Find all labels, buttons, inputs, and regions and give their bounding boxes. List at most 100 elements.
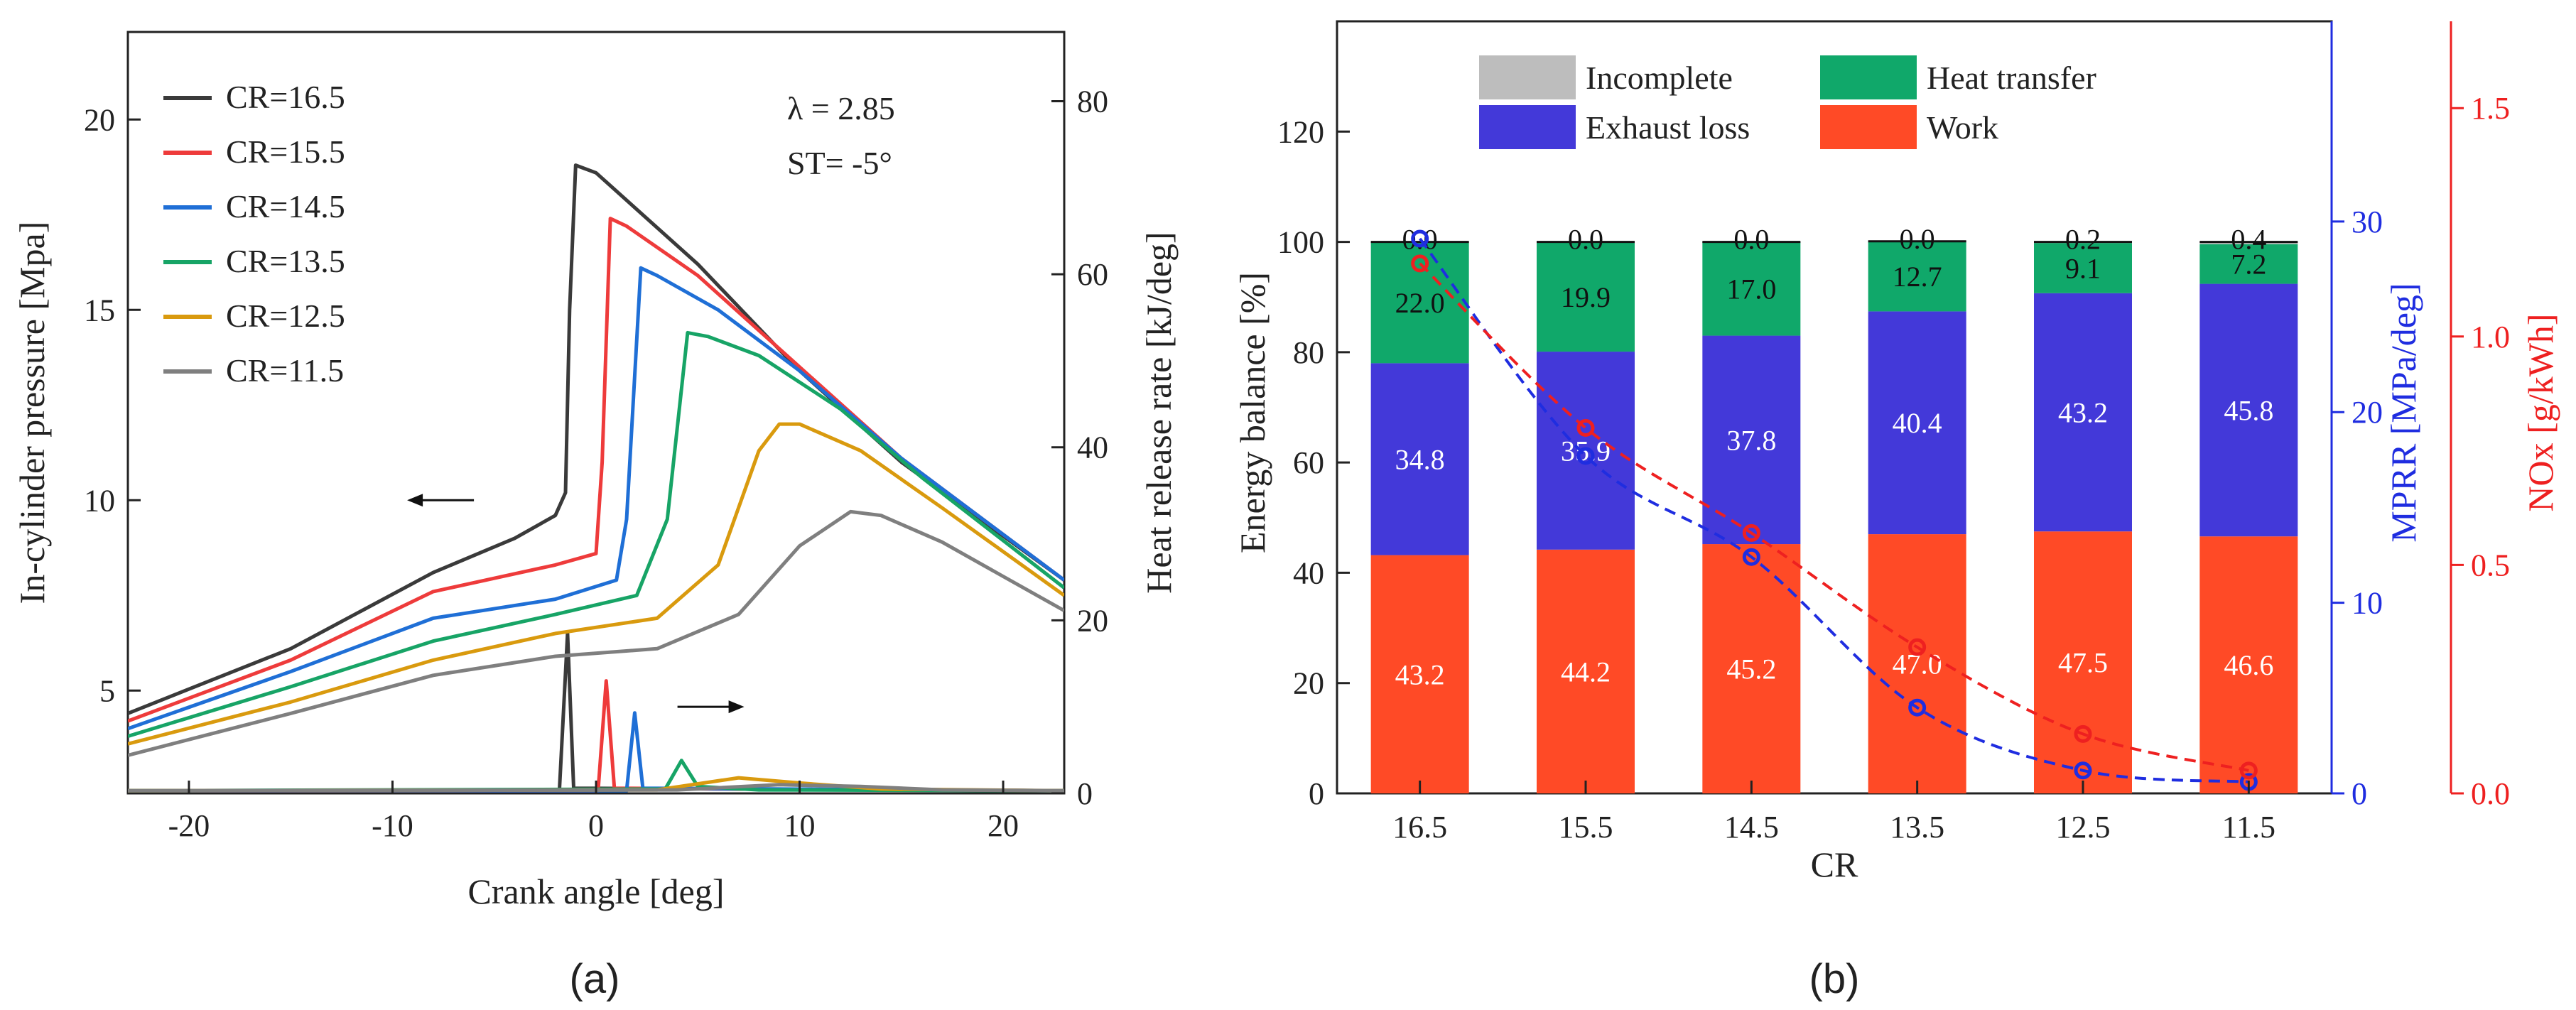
data-label-work: 46.6: [2224, 649, 2273, 681]
data-label-heat-transfer: 12.7: [1893, 261, 1942, 293]
legend-swatch-b: [1820, 105, 1917, 149]
x-tick-label-a: 20: [987, 808, 1019, 843]
bar-segment-work: [1868, 534, 1966, 793]
line-series-a: [128, 163, 1064, 793]
bar-segment-exhaust-loss: [1537, 352, 1635, 550]
x-tick-label-a: -10: [372, 808, 413, 843]
legend-swatch-b: [1479, 105, 1576, 149]
y-tick-label-b: 40: [1293, 555, 1324, 590]
nox-marker: [1411, 254, 1429, 273]
stacked-bars: 43.234.822.00.044.235.919.90.045.237.817…: [1370, 223, 2298, 793]
x-tick-label-b: 13.5: [1890, 810, 1944, 845]
bar-segment-work: [1537, 549, 1635, 793]
bar-segment-work: [2034, 531, 2132, 793]
bar-segment-exhaust-loss: [1702, 335, 1801, 545]
y2-tick-label-a: 20: [1077, 603, 1108, 638]
legend-swatch-b: [1479, 55, 1576, 99]
bar-segment-exhaust-loss: [1370, 363, 1469, 555]
legend-label-a: CR=12.5: [226, 298, 345, 334]
y-axis-label-b: Energy balance [%]: [1233, 272, 1272, 553]
data-label-work: 47.5: [2058, 647, 2108, 679]
nox-tick-label: 1.5: [2471, 91, 2510, 126]
legend-label-b: Exhaust loss: [1586, 109, 1750, 146]
y2-tick-label-a: 60: [1077, 257, 1108, 292]
bar-segment-work: [2199, 536, 2298, 793]
data-label-incomplete: 0.2: [2065, 224, 2101, 256]
heat-release-line-1: [128, 679, 1064, 793]
y-tick-label-b: 120: [1277, 114, 1324, 149]
nox-axis-label: NOx [g/kWh]: [2521, 313, 2560, 511]
y-tick-label-b: 20: [1293, 666, 1324, 701]
mprr-marker: [1908, 698, 1927, 717]
arrow-head-0: [407, 494, 423, 507]
y2-tick-label-a: 80: [1077, 84, 1108, 119]
y2-axis-label-a: Heat release rate [kJ/deg]: [1139, 232, 1179, 593]
nox-marker: [2239, 761, 2258, 780]
x-tick-label-b: 16.5: [1392, 810, 1447, 845]
data-label-exhaust-loss: 43.2: [2058, 396, 2108, 428]
nox-marker: [1742, 523, 1760, 542]
overlay-lines-b: [1411, 229, 2258, 791]
legend-label-a: CR=13.5: [226, 243, 345, 279]
heat-release-line-5: [128, 783, 1064, 793]
y-tick-label-a: 10: [84, 483, 115, 518]
data-label-exhaust-loss: 34.8: [1395, 443, 1445, 475]
data-label-heat-transfer: 7.2: [2231, 249, 2266, 281]
legend-label-b: Incomplete: [1586, 60, 1733, 96]
mprr-tick-label: 20: [2352, 395, 2383, 430]
x-tick-label-a: 10: [784, 808, 816, 843]
panel-a: -20 -10 0 10 20 5 10 15 20 0 20 40 60 80 CR=16.5 CR=15…: [12, 31, 1179, 1002]
x-tick-label-b: 11.5: [2222, 810, 2275, 845]
legend-label-a: CR=16.5: [226, 79, 345, 115]
legend-label-b: Heat transfer: [1927, 60, 2096, 96]
nox-marker: [1576, 418, 1595, 437]
bar-segment-heat-transfer: [1370, 241, 1469, 364]
y2-tick-label-a: 40: [1077, 430, 1108, 465]
y-tick-label-a: 5: [99, 673, 115, 708]
mprr-line: [1419, 237, 2249, 783]
mprr-marker: [1411, 229, 1429, 248]
pressure-line-2: [128, 266, 1064, 731]
x-axis-label-b: CR: [1811, 845, 1858, 884]
data-label-exhaust-loss: 37.8: [1726, 424, 1776, 456]
legend-b: Incomplete Heat transfer Exhaust loss Work: [1479, 55, 2096, 149]
y-tick-label-b: 80: [1293, 335, 1324, 370]
pressure-line-1: [128, 217, 1064, 723]
data-label-heat-transfer: 19.9: [1561, 281, 1611, 313]
bar-segment-heat-transfer: [1537, 241, 1635, 352]
mprr-axis-label: MPRR [MPa/deg]: [2383, 283, 2423, 542]
axis-ticks-a: -20 -10 0 10 20 5 10 15 20 0 20 40 60 80: [84, 84, 1108, 843]
data-label-work: 45.2: [1726, 653, 1776, 685]
y-tick-label-a: 20: [84, 102, 115, 137]
data-label-incomplete: 0.4: [2231, 224, 2266, 256]
bar-segment-exhaust-loss: [2034, 293, 2132, 532]
mprr-marker: [2074, 761, 2092, 780]
data-label-incomplete: 0.0: [1733, 224, 1769, 256]
y-axis-label-a: In-cylinder pressure [Mpa]: [12, 222, 52, 604]
data-label-heat-transfer: 22.0: [1395, 287, 1445, 319]
y2-tick-label-a: 0: [1077, 776, 1093, 811]
legend-label-a: CR=11.5: [226, 352, 344, 389]
y-tick-label-b: 60: [1293, 445, 1324, 480]
bar-segment-incomplete: [2199, 241, 2298, 244]
mprr-marker: [1576, 447, 1595, 465]
y-tick-label-b: 100: [1277, 225, 1324, 260]
bar-segment-heat-transfer: [2034, 243, 2132, 293]
data-label-incomplete: 0.0: [1568, 224, 1603, 256]
bar-segment-heat-transfer: [2199, 244, 2298, 284]
x-tick-label-a: -20: [168, 808, 210, 843]
nox-tick-label: 1.0: [2471, 320, 2510, 354]
data-label-work: 44.2: [1561, 656, 1611, 688]
spark-timing-annotation: ST= -5°: [787, 145, 892, 181]
legend-label-a: CR=15.5: [226, 134, 345, 170]
arrows-a: [407, 494, 745, 714]
arrow-head-1: [728, 700, 745, 714]
legend-label-a: CR=14.5: [226, 188, 345, 224]
bar-segment-exhaust-loss: [1868, 311, 1966, 535]
pressure-line-4: [128, 422, 1064, 746]
lambda-annotation: λ = 2.85: [787, 90, 895, 126]
x-axis-label-a: Crank angle [deg]: [468, 871, 725, 911]
nox-marker: [1908, 638, 1927, 656]
